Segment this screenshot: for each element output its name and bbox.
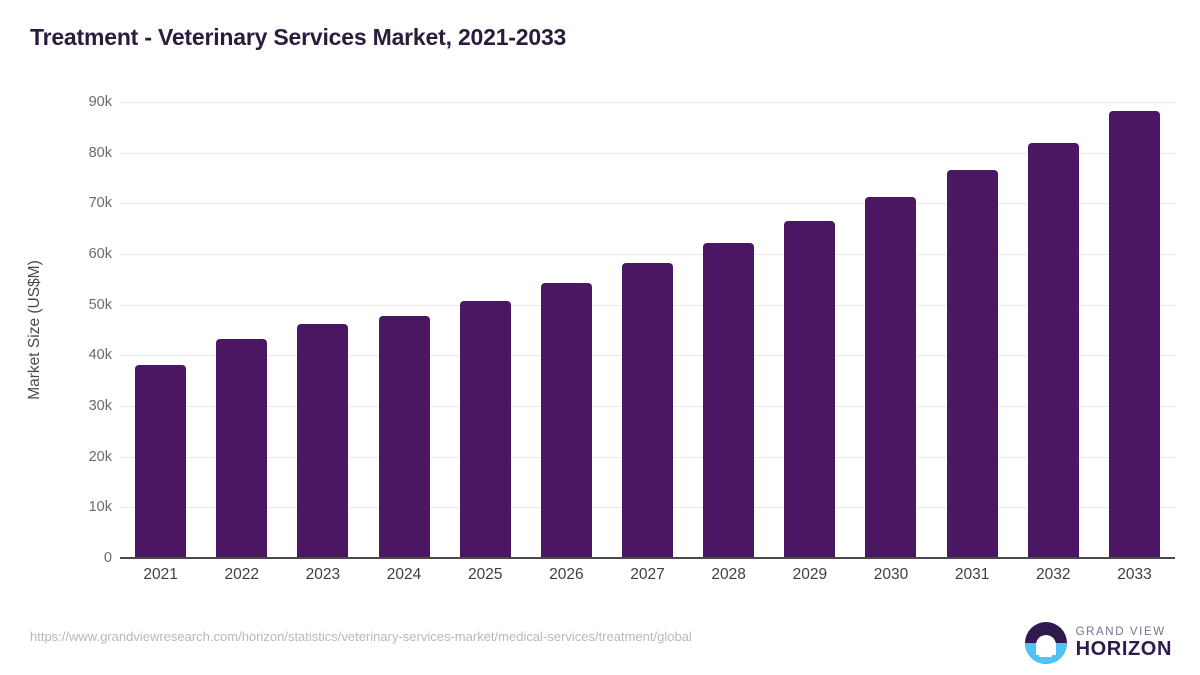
bar-2026[interactable] — [540, 282, 592, 558]
y-axis-tick-label: 40k — [88, 347, 112, 364]
x-axis-tick-label: 2028 — [711, 566, 746, 583]
x-axis-tick-label: 2033 — [1117, 566, 1152, 583]
bar-2028[interactable] — [703, 243, 755, 558]
y-axis-tick-label: 20k — [88, 448, 112, 465]
x-axis-tick-label: 2023 — [305, 566, 341, 583]
bar-2030[interactable] — [865, 197, 917, 558]
brand-logo-text: GRAND VIEW HORIZON — [1076, 626, 1172, 659]
gridline — [120, 152, 1175, 154]
x-axis-tick-label: 2032 — [1036, 566, 1071, 583]
bar-series — [120, 102, 1175, 558]
x-axis-line — [120, 557, 1175, 559]
bar-slot — [607, 102, 688, 558]
y-axis-tick-label: 80k — [88, 144, 112, 161]
page-title: Treatment - Veterinary Services Market, … — [30, 24, 567, 50]
y-axis-tick-label: 0 — [103, 550, 112, 566]
gridline — [120, 254, 1175, 255]
bar-2024[interactable] — [378, 316, 430, 558]
y-axis-label-text: Market Size (US$M) — [26, 260, 43, 400]
bar-slot — [1013, 102, 1094, 558]
source-url[interactable]: https://www.grandviewresearch.com/horizo… — [30, 629, 692, 644]
plot-area — [120, 102, 1175, 559]
grand-view-horizon-logo-icon — [1024, 622, 1067, 664]
bar-slot — [445, 102, 526, 558]
brand-name-line1: GRAND VIEW — [1075, 626, 1166, 639]
x-axis-tick-label: 2030 — [873, 566, 909, 583]
x-axis-tick-label: 2021 — [143, 566, 178, 583]
x-axis-tick-label: 2024 — [386, 566, 422, 583]
bar-slot — [769, 102, 850, 558]
bar-slot — [850, 102, 931, 558]
bar-slot — [932, 102, 1013, 558]
brand-logo: GRAND VIEW HORIZON — [1024, 620, 1172, 666]
bar-2031[interactable] — [946, 170, 998, 558]
x-axis-tick-label: 2025 — [467, 566, 503, 583]
y-axis-tick-label: 50k — [88, 296, 112, 313]
y-axis-tick-label: 30k — [88, 398, 112, 414]
bar-slot — [120, 102, 201, 558]
bar-2023[interactable] — [297, 323, 349, 558]
bar-2032[interactable] — [1027, 142, 1079, 558]
x-axis-ticks: 2021 2022 2023 2024 2025 2026 2027 2028 2029 2030… — [120, 566, 1175, 584]
bar-slot — [526, 102, 607, 558]
y-axis-tick-label: 70k — [88, 195, 112, 212]
x-axis-tick-label: 2026 — [549, 566, 584, 583]
bar-2022[interactable] — [216, 338, 268, 558]
gridline — [120, 102, 1175, 103]
x-axis-tick-label: 2031 — [954, 566, 990, 583]
bar-2025[interactable] — [459, 300, 511, 558]
bar-2033[interactable] — [1108, 111, 1160, 558]
y-axis-tick-label: 60k — [88, 246, 112, 262]
bar-2021[interactable] — [135, 365, 187, 558]
y-axis-label: Market Size (US$M) — [22, 102, 48, 558]
x-axis-tick-label: 2027 — [630, 566, 665, 583]
bar-slot — [688, 102, 769, 558]
bar-2029[interactable] — [784, 221, 836, 558]
bar-slot — [363, 102, 444, 558]
bar-slot — [1094, 102, 1175, 558]
y-axis-tick-label: 10k — [88, 499, 112, 516]
bar-slot — [201, 102, 282, 558]
bar-2027[interactable] — [622, 263, 674, 558]
y-axis-tick-label: 90k — [88, 94, 112, 110]
bar-slot — [282, 102, 363, 558]
brand-name-line2: HORIZON — [1075, 637, 1172, 660]
x-axis-tick-label: 2029 — [792, 566, 828, 583]
gridline — [120, 203, 1175, 205]
x-axis-tick-label: 2022 — [224, 566, 259, 583]
